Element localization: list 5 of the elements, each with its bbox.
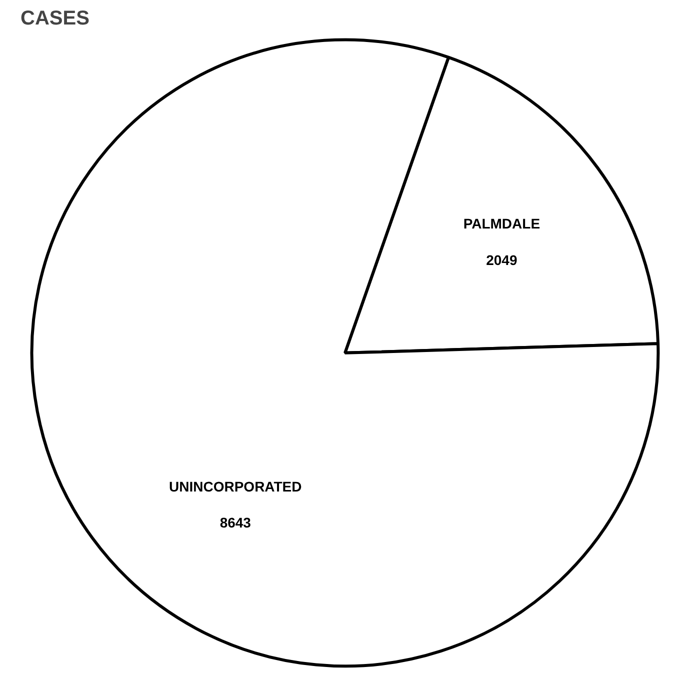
data-label: 8643 — [220, 514, 252, 531]
data-label: 2049 — [486, 252, 518, 268]
slice-label: PALMDALE — [463, 216, 540, 232]
slice-label: UNINCORPORATED — [169, 478, 302, 494]
chart-title: CASES — [20, 8, 90, 30]
